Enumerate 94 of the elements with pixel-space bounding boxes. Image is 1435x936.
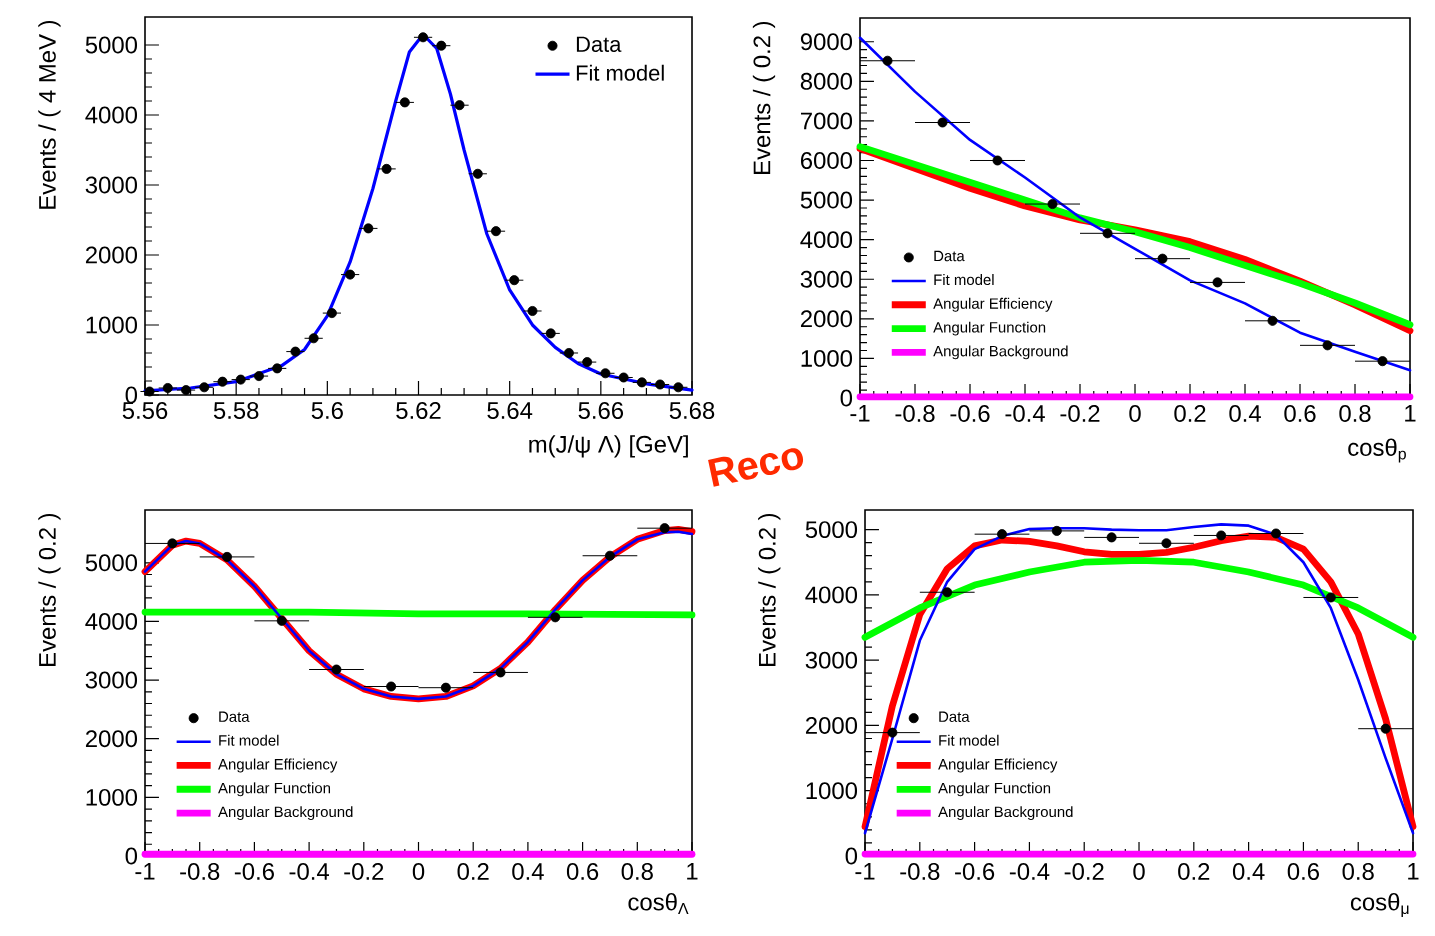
x-tick-label: -0.4 <box>1005 405 1045 422</box>
y-tick-label: 7000 <box>801 112 853 130</box>
y-tick-label: 4000 <box>805 586 858 604</box>
legend-label: Angular Background <box>938 806 1073 821</box>
x-tick-label: -0.6 <box>950 405 990 422</box>
y-tick-label: 6000 <box>801 152 853 169</box>
x-tick-label: 0.6 <box>1287 863 1319 880</box>
y-tick-label: 1000 <box>801 349 853 367</box>
x-tick-label: -0.2 <box>344 863 384 880</box>
x-tick-label: 0.2 <box>1174 405 1206 422</box>
x-axis-title: cosθ$_{Λ}$ <box>628 892 689 914</box>
y-tick-label: 1000 <box>86 788 138 806</box>
y-tick-label: 5000 <box>85 36 138 54</box>
y-tick-label: 9000 <box>800 33 853 51</box>
x-tick-label: 1 <box>687 863 698 880</box>
legend-label: Fit model <box>939 734 999 746</box>
x-tick-label: -0.2 <box>1060 405 1100 422</box>
legend-label: Angular Efficiency <box>218 758 338 773</box>
y-tick-label: 3000 <box>805 651 858 669</box>
x-tick-label: 0 <box>1133 863 1145 880</box>
text: Reco <box>708 448 804 487</box>
x-tick-label: 0.4 <box>512 863 544 880</box>
x-tick-label: 5.6 <box>311 402 343 419</box>
y-axis-title: Events / ( 0.2 ) <box>758 513 781 666</box>
x-tick-label: 0.6 <box>566 863 599 880</box>
y-tick-label: 5000 <box>800 191 853 209</box>
x-tick-label: 0 <box>412 863 425 880</box>
y-axis-title: Events / ( 4 MeV ) <box>38 20 61 209</box>
x-tick-label: 0 <box>1129 405 1141 422</box>
legend-label: Fit model <box>576 64 664 81</box>
legend-label: Angular Background <box>218 806 353 821</box>
x-tick-label: 5.66 <box>578 402 624 419</box>
x-tick-label: 5.58 <box>213 402 259 419</box>
x-tick-label: -0.8 <box>900 863 940 880</box>
y-tick-label: 1000 <box>86 316 138 334</box>
legend-label: Angular Background <box>933 345 1068 360</box>
legend-label: Angular Function <box>938 782 1051 797</box>
legend-label: Angular Efficiency <box>938 758 1058 773</box>
x-tick-label: -0.6 <box>234 863 274 880</box>
legend-label: Angular Function <box>933 321 1046 336</box>
x-tick-label: -0.2 <box>1064 863 1104 880</box>
x-tick-label: 0.8 <box>1339 405 1371 422</box>
x-tick-label: 0.2 <box>457 863 489 880</box>
y-tick-label: 5000 <box>805 521 858 539</box>
x-axis-title: cosθ$_{p}$ <box>1348 438 1406 463</box>
x-tick-label: 1 <box>1405 405 1416 422</box>
x-tick-label: 0.6 <box>1284 405 1316 422</box>
x-tick-label: -0.6 <box>955 863 995 880</box>
y-tick-label: 3000 <box>85 176 138 194</box>
x-tick-label: 5.62 <box>396 402 441 419</box>
x-tick-label: 0.8 <box>621 863 653 880</box>
x-tick-label: -1 <box>855 863 875 880</box>
y-axis-title: Events / ( 0.2 ) <box>752 21 776 174</box>
x-tick-label: -0.8 <box>895 405 935 422</box>
y-tick-label: 2000 <box>85 246 138 264</box>
legend-label: Data <box>939 711 970 722</box>
y-tick-label: 3000 <box>85 671 138 689</box>
x-tick-label: 5.56 <box>122 402 168 419</box>
y-tick-label: 0 <box>845 847 858 865</box>
x-tick-label: 0.4 <box>1229 405 1261 422</box>
x-tick-label: -0.8 <box>180 863 220 880</box>
y-axis-title: Events / ( 0.2 ) <box>38 513 61 666</box>
x-axis-title: m(J/ψ Λ) [GeV] <box>529 435 688 458</box>
y-tick-label: 4000 <box>85 106 138 124</box>
legend-label: Data <box>219 711 250 722</box>
y-tick-label: 1000 <box>806 782 858 800</box>
y-tick-label: 8000 <box>800 72 853 90</box>
x-tick-label: -1 <box>850 405 870 422</box>
x-tick-label: -0.4 <box>289 863 329 880</box>
y-tick-label: 5000 <box>85 554 138 572</box>
y-tick-label: 2000 <box>800 310 853 328</box>
legend-label: Angular Function <box>218 782 331 797</box>
legend-label: Data <box>576 36 622 53</box>
legend-label: Angular Efficiency <box>933 297 1053 312</box>
y-tick-label: 3000 <box>800 270 853 288</box>
y-tick-label: 4000 <box>800 231 853 249</box>
x-tick-label: 0.8 <box>1342 863 1374 880</box>
y-tick-label: 0 <box>125 386 138 404</box>
x-tick-label: -1 <box>135 863 155 880</box>
x-tick-label: 5.68 <box>669 402 715 419</box>
legend-label: Data <box>934 250 965 262</box>
x-tick-label: 0.4 <box>1232 863 1265 880</box>
x-axis-title: cosθ$_{μ}$ <box>1350 893 1409 917</box>
y-tick-label: 0 <box>125 847 138 865</box>
y-tick-label: 4000 <box>85 612 138 630</box>
x-tick-label: -0.4 <box>1009 863 1050 880</box>
legend-label: Fit model <box>219 734 279 746</box>
y-tick-label: 2000 <box>85 730 138 748</box>
y-tick-label: 0 <box>840 389 853 407</box>
x-tick-label: 5.64 <box>487 402 533 419</box>
x-tick-label: 1 <box>1408 863 1419 880</box>
y-tick-label: 2000 <box>805 716 858 734</box>
x-tick-label: 0.2 <box>1178 863 1210 880</box>
legend-label: Fit model <box>934 274 994 286</box>
